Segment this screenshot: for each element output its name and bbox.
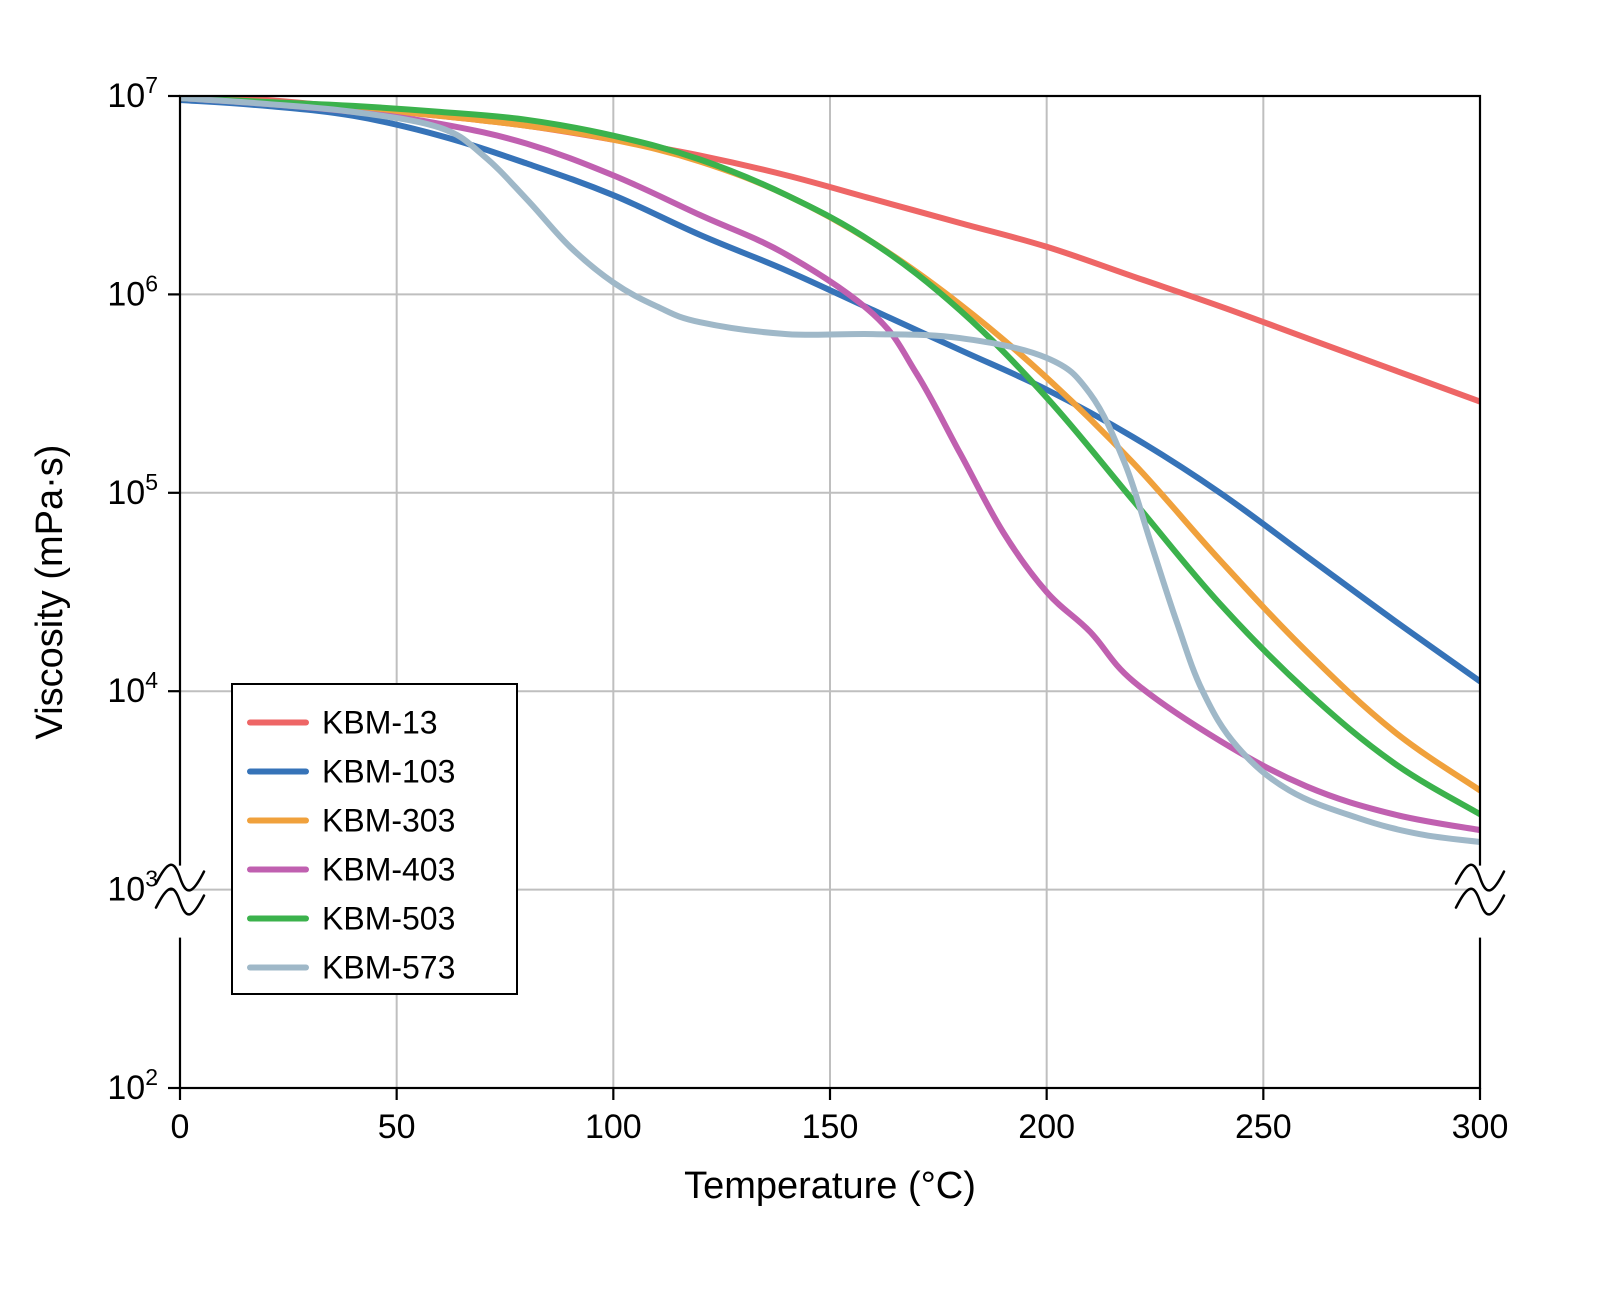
chart-svg: 0 50 100 150 200 250 300 102 103 104 105 106 107 Temp… [0, 0, 1600, 1291]
y-tick-label: 105 [107, 469, 158, 512]
x-tick-label: 200 [1018, 1108, 1075, 1146]
legend-label: KBM-103 [322, 754, 455, 790]
legend-label: KBM-403 [322, 852, 455, 888]
x-tick-label: 300 [1452, 1108, 1509, 1146]
x-tick-label: 250 [1235, 1108, 1292, 1146]
legend: KBM-13 KBM-103 KBM-303 KBM-403 KBM-503 KBM-57… [232, 684, 517, 994]
legend-label: KBM-573 [322, 950, 455, 986]
y-tick-label: 104 [107, 667, 158, 710]
legend-label: KBM-13 [322, 705, 438, 741]
x-axis-title: Temperature (°C) [684, 1165, 976, 1207]
legend-label: KBM-503 [322, 901, 455, 937]
x-tick-label: 100 [585, 1108, 642, 1146]
y-tick-label: 102 [107, 1064, 158, 1107]
y-axis-title: Viscosity (mPa·s) [29, 445, 71, 740]
y-tick-label: 103 [107, 866, 158, 909]
y-tick-label: 106 [107, 270, 158, 313]
legend-label: KBM-303 [322, 803, 455, 839]
x-tick-label: 50 [378, 1108, 416, 1146]
x-tick-label: 0 [171, 1108, 190, 1146]
y-tick-label: 107 [107, 72, 158, 115]
x-tick-label: 150 [802, 1108, 859, 1146]
viscosity-temperature-chart: 0 50 100 150 200 250 300 102 103 104 105 106 107 Temp… [0, 0, 1600, 1291]
